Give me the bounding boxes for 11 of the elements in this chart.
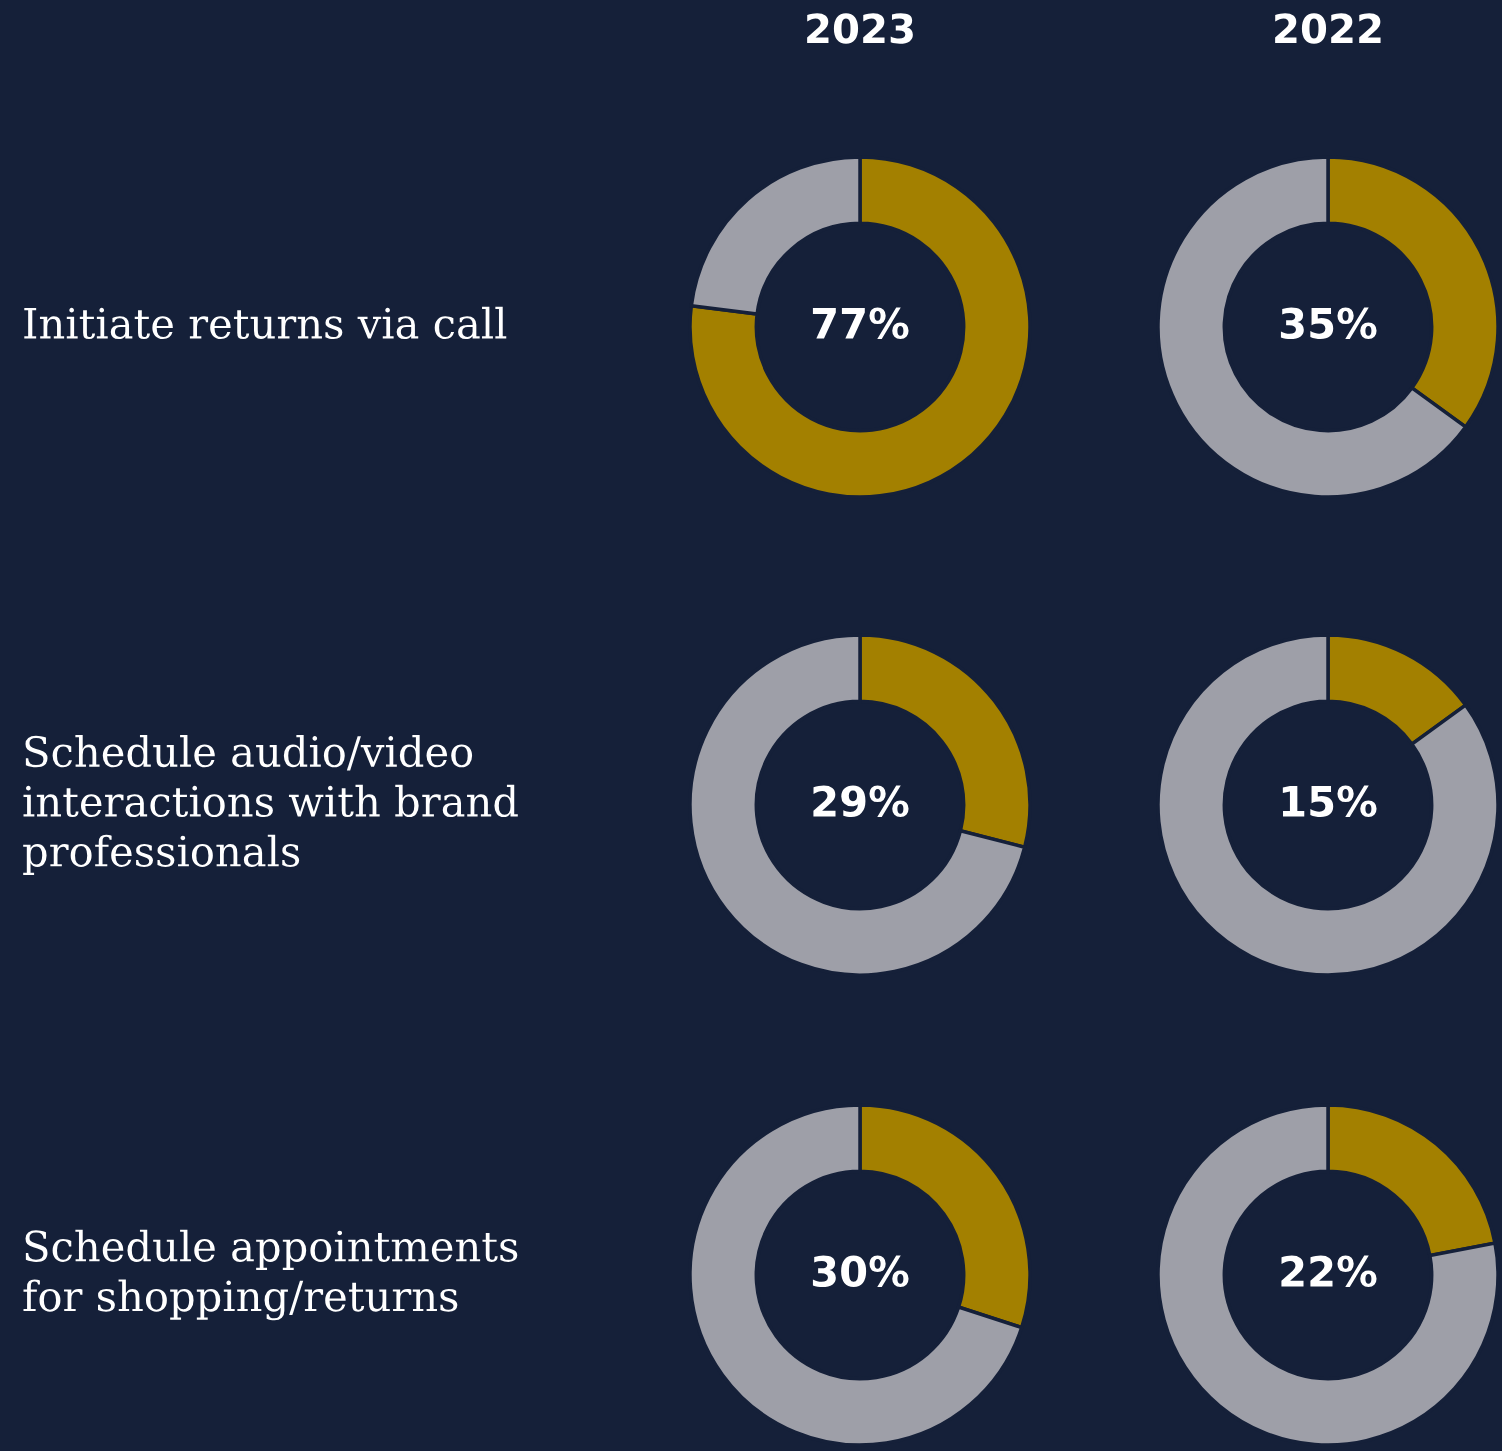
data-label: 22% [1281,1255,1377,1288]
text: Schedule appointments for shopping/returns [23,1229,518,1321]
chart-title: 2022 [1275,13,1381,44]
text: Initiate returns via call [24,306,507,340]
data-label: 77% [812,307,909,340]
data-label: 30% [812,1255,909,1288]
data-label: 15% [1282,785,1377,818]
data-label: 29% [813,785,909,818]
data-label: 35% [1280,307,1377,340]
text: Schedule audio/video interactions with brand professionals [23,735,518,875]
chart-title: 2023 [807,13,913,44]
